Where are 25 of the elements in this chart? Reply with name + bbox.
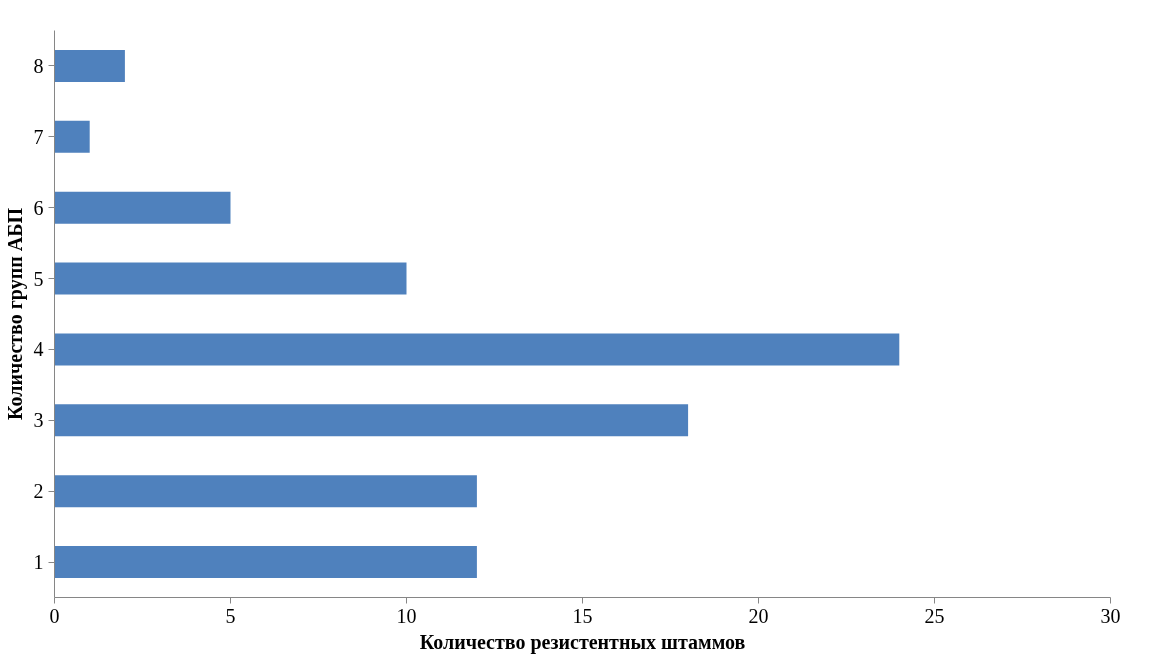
bar xyxy=(54,333,900,366)
x-axis-title: Количество резистентных штаммов xyxy=(419,630,746,654)
x-tick-label: 5 xyxy=(225,604,236,627)
y-axis-title: Количество групп АБП xyxy=(3,207,27,420)
x-tick-label: 20 xyxy=(748,604,769,627)
y-tick-label: 7 xyxy=(33,125,44,148)
bar xyxy=(54,120,90,153)
bar xyxy=(54,191,231,224)
y-tick-label: 4 xyxy=(33,338,44,361)
x-tick-label: 25 xyxy=(924,604,945,627)
bar xyxy=(54,546,477,579)
y-tick-label: 2 xyxy=(33,480,44,503)
bar xyxy=(54,49,125,82)
y-tick-label: 8 xyxy=(33,54,44,77)
x-tick-label: 30 xyxy=(1100,604,1121,627)
bar xyxy=(54,404,689,437)
x-tick-label: 0 xyxy=(49,604,60,627)
y-tick-label: 1 xyxy=(33,551,44,574)
y-tick-label: 6 xyxy=(33,196,44,219)
x-tick-label: 15 xyxy=(572,604,593,627)
y-tick-label: 5 xyxy=(33,267,44,290)
y-tick-label: 3 xyxy=(33,409,44,432)
bar xyxy=(54,475,477,508)
x-tick-label: 10 xyxy=(396,604,417,627)
bar xyxy=(54,262,407,295)
